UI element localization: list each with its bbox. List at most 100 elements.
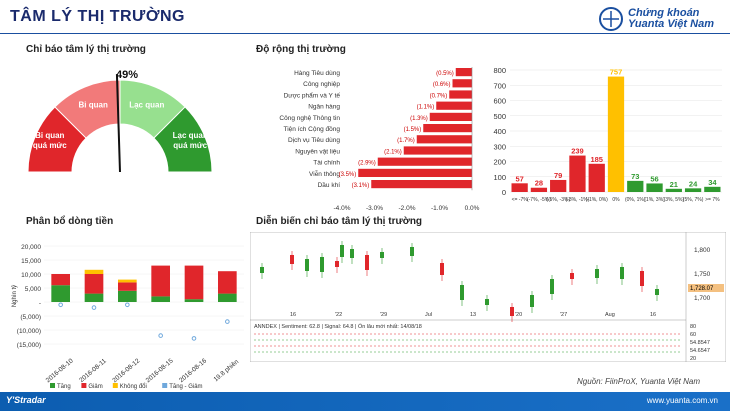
trend-x-tick: '27 [560,312,567,318]
sector-data-label: (0.5%) [436,71,454,77]
dist-bar [646,183,663,192]
trend-x-tick: '20 [515,312,522,318]
dist-bar [569,155,586,192]
dist-category-label: (-1%, 0%) [586,197,609,203]
sector-bar [416,135,472,144]
dist-y-tick: 0 [502,188,506,197]
sector-data-label: (3.1%) [352,183,370,189]
gauge-segment-label: Bi quan [79,100,108,109]
trend-right-tick: 1,700 [694,295,711,302]
flow-bar-segment [218,271,237,294]
dist-bar [607,76,625,192]
header-divider [0,33,730,34]
dist-category-label: <= -7% [512,197,529,203]
dist-bar [665,188,682,192]
gauge-segment-label: Bi quan quá mức [33,131,67,150]
dist-data-label: 28 [535,179,543,188]
breadth-title: Độ rộng thị trường [256,44,346,55]
flow-y-tick: (15,000) [17,342,41,349]
sector-category-label: Dịch vụ Tiêu dùng [288,137,340,144]
flow-net-marker [225,319,230,324]
logo-icon [599,7,623,31]
sector-data-label: (1.5%) [404,127,422,133]
flow-y-tick: (5,000) [20,314,41,321]
trend-x-tick: '29 [380,312,387,318]
flow-legend-label: Tăng [57,384,71,390]
gauge-segment [153,106,213,173]
sector-x-tick: -3.0% [366,205,383,212]
footer-url[interactable]: www.yuanta.com.vn [646,396,718,405]
flow-y-tick: 10,000 [21,272,41,279]
sector-bar [423,124,472,133]
sector-category-label: Tài chính [313,160,340,167]
dist-bar [530,187,548,192]
sector-bar [429,112,472,121]
dist-y-tick: 500 [493,112,506,121]
sector-category-label: Công nghiệp [303,81,340,88]
dist-y-tick: 800 [493,66,506,75]
dist-data-label: 34 [708,178,717,187]
trend-x-tick: Jul [425,312,432,318]
logo-line1: Chứng khoán [628,7,700,19]
footer-bar [0,392,730,411]
trend-indicator-tick: 60 [690,332,696,338]
dist-y-tick: 400 [493,127,506,136]
flow-net-marker [191,336,197,341]
flow-bar-segment [51,274,70,286]
gauge-segment-label: Lạc quan quá mức [173,131,208,150]
sector-category-label: Ngân hàng [308,104,340,111]
sector-data-label: (0.7%) [430,93,448,99]
sector-bar [436,101,472,110]
flow-legend-label: Tăng - Giảm [169,384,202,390]
flow-category-label: 19.8 phiên [212,358,240,383]
flow-net-marker [91,305,97,310]
dist-bar [627,180,644,192]
gauge-needle [115,74,121,173]
flow-y-tick: 15,000 [21,258,41,265]
trend-x-tick: 13 [470,312,476,318]
sector-x-tick: 0.0% [465,205,480,212]
sector-data-label: (0.6%) [433,82,451,88]
brand-logo: Chứng khoán Yuanta Việt Nam [598,6,716,32]
dist-category-label: (-5%, -3%) [546,197,570,203]
dist-bar [684,188,702,192]
gauge-title: Chỉ báo tâm lý thị trường [26,44,146,55]
flow-bar-segment [151,265,170,297]
sentiment-gauge: Bi quan quá mức Bi quan Lạc quan Lạc quan quá… [27,69,213,173]
dist-data-label: 57 [515,174,523,183]
sector-bar [358,168,472,177]
dist-y-tick: 600 [493,97,506,106]
dist-category-label: 0% [612,197,620,203]
sector-bar [452,79,472,88]
sector-bar-chart: Hàng Tiêu dùng (0.5%) Công nghiệp (0.6%) Dượ… [279,67,480,212]
flow-bar-segment [118,290,137,302]
sentiment-trend-chart: 1,800 1,750 1,700 1,728.07 ANNDEX | Sentimen… [250,232,726,362]
sector-category-label: Viễn thông [309,169,340,178]
flow-category-label: 2016-08-11 [78,357,108,384]
dist-y-tick: 700 [493,81,506,90]
sector-category-label: Nguyên vật liệu [295,148,340,155]
dist-category-label: (1%, 3%) [644,197,665,203]
dist-category-label: (-3%, -1%) [566,197,590,203]
sector-data-label: (2.9%) [358,161,376,167]
dist-data-label: 185 [590,155,603,164]
dist-bar [511,183,528,192]
dist-data-label: 73 [631,172,639,181]
flow-legend-swatch [81,383,87,388]
sector-data-label: (1.1%) [417,105,435,111]
dist-bar [588,163,605,192]
source-note: Nguồn: FiinProX, Yuanta Việt Nam [576,377,700,386]
trend-indicator-tick: 54.8547 [690,340,710,346]
trend-frame [250,232,726,362]
money-flow-chart: (15,000) (10,000) (5,000) - 5,000 10,000 15,00… [11,244,244,390]
trend-last-price: 1,728.07 [690,286,714,292]
flow-legend-label: Giảm [88,384,102,390]
distribution-bar-chart: 0 100 200 300 400 500 600 700 800 57 <= -7% 28 (-7%,… [493,66,722,203]
trend-title: Diễn biến chỉ báo tâm lý thị trường [256,216,423,227]
sector-category-label: Dầu khí [318,180,341,189]
dist-y-tick: 300 [493,142,506,151]
dist-category-label: (3%, 5%) [664,197,685,203]
flow-legend-swatch [112,383,118,388]
flow-bar-segment [84,293,104,302]
sector-category-label: Tiện ích Cộng đồng [284,124,341,133]
